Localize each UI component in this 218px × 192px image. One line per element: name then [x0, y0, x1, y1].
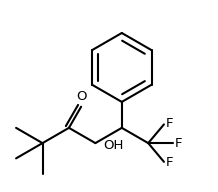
- Text: OH: OH: [104, 139, 124, 152]
- Text: O: O: [76, 90, 86, 103]
- Text: F: F: [166, 156, 173, 169]
- Text: F: F: [175, 137, 182, 150]
- Text: F: F: [166, 117, 173, 130]
